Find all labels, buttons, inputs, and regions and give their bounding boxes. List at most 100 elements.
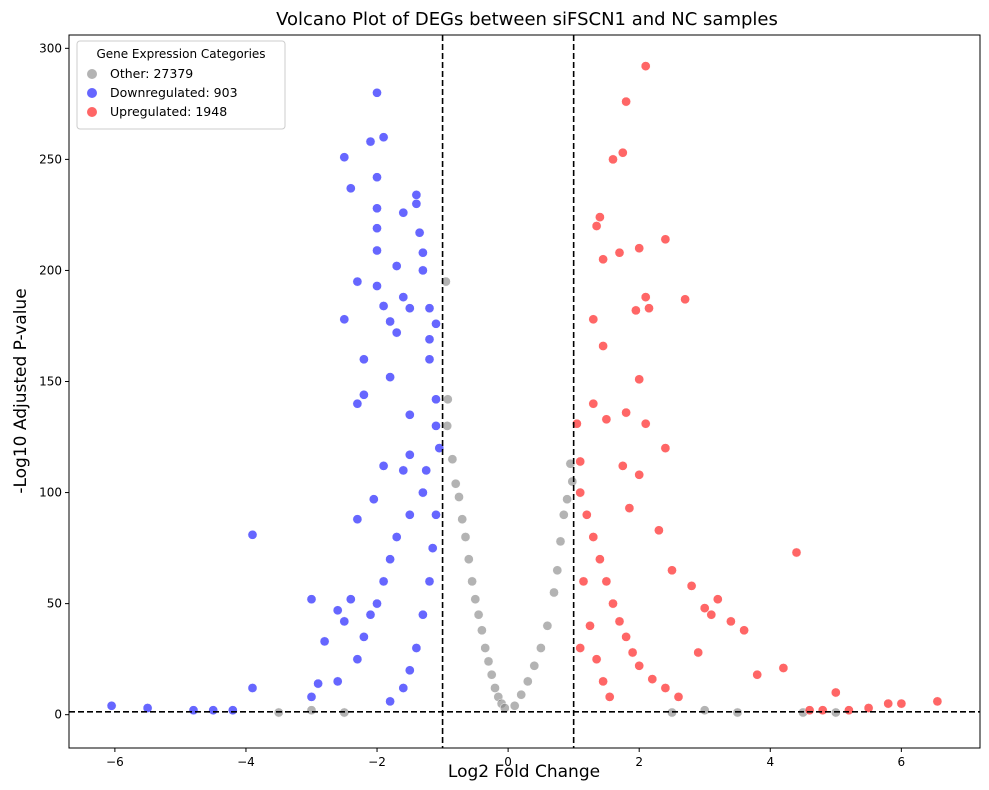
upregulated-point: [706, 609, 717, 620]
downregulated-point: [339, 314, 350, 325]
other-point: [467, 576, 477, 587]
upregulated-point: [712, 594, 723, 605]
other-point: [562, 494, 572, 505]
other-point: [460, 532, 471, 542]
upregulated-point: [608, 598, 618, 609]
upregulated-point: [591, 221, 602, 231]
upregulated-point: [844, 705, 854, 716]
upregulated-point: [614, 247, 625, 258]
upregulated-point: [575, 487, 586, 498]
upregulated-point: [631, 305, 641, 316]
downregulated-point: [372, 87, 382, 98]
downregulated-point: [332, 676, 343, 687]
downregulated-point: [424, 303, 435, 314]
other-point: [516, 689, 527, 700]
other-point: [480, 643, 491, 653]
upregulated-point: [598, 341, 608, 351]
downregulated-point: [398, 207, 409, 218]
downregulated-point: [359, 354, 369, 365]
downregulated-point: [418, 487, 428, 498]
upregulated-point: [640, 61, 651, 71]
other-point: [457, 514, 468, 525]
downregulated-point: [418, 609, 428, 620]
downregulated-point: [372, 172, 382, 183]
other-point: [529, 660, 540, 671]
upregulated-point: [791, 547, 802, 558]
upregulated-point: [699, 603, 710, 613]
downregulated-point: [306, 594, 317, 605]
downregulated-point: [345, 594, 356, 605]
upregulated-point: [585, 620, 595, 631]
upregulated-point: [667, 565, 677, 576]
other-point: [442, 394, 453, 405]
upregulated-point: [932, 696, 943, 707]
upregulated-point: [617, 461, 628, 471]
downregulated-point: [372, 598, 382, 609]
other-point: [565, 458, 576, 469]
upregulated-point: [581, 509, 592, 520]
upregulated-point: [693, 647, 704, 658]
upregulated-point: [627, 647, 638, 658]
other-point: [567, 476, 578, 487]
y-axis-label: -Log10 Adjusted P-value: [11, 288, 31, 493]
downregulated-point: [404, 303, 415, 314]
other-point: [477, 625, 487, 636]
legend-entry-label: Other: 27379: [110, 66, 193, 81]
y-tick-label: 100: [39, 486, 62, 500]
x-tick-label: −2: [368, 755, 386, 769]
downregulated-point: [418, 247, 428, 258]
upregulated-point: [608, 154, 618, 165]
upregulated-point: [634, 469, 645, 480]
upregulated-point: [624, 503, 635, 513]
other-point: [542, 620, 553, 631]
other-point: [463, 554, 474, 565]
other-point: [447, 454, 458, 465]
upregulated-point: [686, 581, 697, 591]
downregulated-point: [352, 398, 363, 409]
upregulated-point: [621, 407, 631, 418]
upregulated-point: [614, 616, 625, 627]
downregulated-point: [378, 301, 389, 311]
upregulated-point: [660, 443, 671, 453]
downregulated-point: [339, 152, 350, 163]
downregulated-point: [372, 245, 382, 256]
legend-marker: [87, 69, 97, 79]
downregulated-point: [142, 703, 153, 713]
upregulated-point: [588, 314, 599, 325]
upregulated-point: [634, 243, 645, 254]
upregulated-point: [654, 525, 664, 536]
downregulated-point: [391, 532, 402, 542]
upregulated-point: [830, 687, 841, 698]
upregulated-point: [883, 698, 894, 709]
other-point: [450, 478, 461, 489]
other-point: [473, 609, 484, 620]
upregulated-point: [680, 294, 690, 305]
upregulated-point: [575, 456, 586, 467]
downregulated-point: [372, 203, 382, 214]
x-tick-label: −6: [106, 755, 124, 769]
upregulated-point: [578, 576, 589, 587]
downregulated-point: [372, 281, 382, 291]
chart-title: Volcano Plot of DEGs between siFSCN1 and…: [276, 9, 778, 30]
upregulated-point: [621, 632, 631, 642]
x-axis-label: Log2 Fold Change: [448, 762, 600, 782]
downregulated-point: [227, 705, 238, 716]
upregulated-point: [575, 643, 586, 653]
downregulated-point: [352, 514, 363, 525]
upregulated-point: [752, 669, 763, 680]
downregulated-point: [404, 409, 415, 420]
downregulated-point: [424, 354, 435, 365]
downregulated-point: [352, 654, 363, 665]
other-point: [558, 509, 569, 520]
upregulated-point: [640, 292, 651, 302]
legend-entry-label: Upregulated: 1948: [110, 104, 227, 119]
downregulated-point: [391, 261, 402, 271]
upregulated-point: [647, 674, 658, 684]
downregulated-point: [404, 665, 415, 676]
downregulated-point: [404, 509, 415, 520]
upregulated-point: [739, 625, 749, 636]
downregulated-point: [404, 449, 415, 460]
downregulated-point: [434, 443, 445, 453]
downregulated-point: [359, 632, 369, 642]
